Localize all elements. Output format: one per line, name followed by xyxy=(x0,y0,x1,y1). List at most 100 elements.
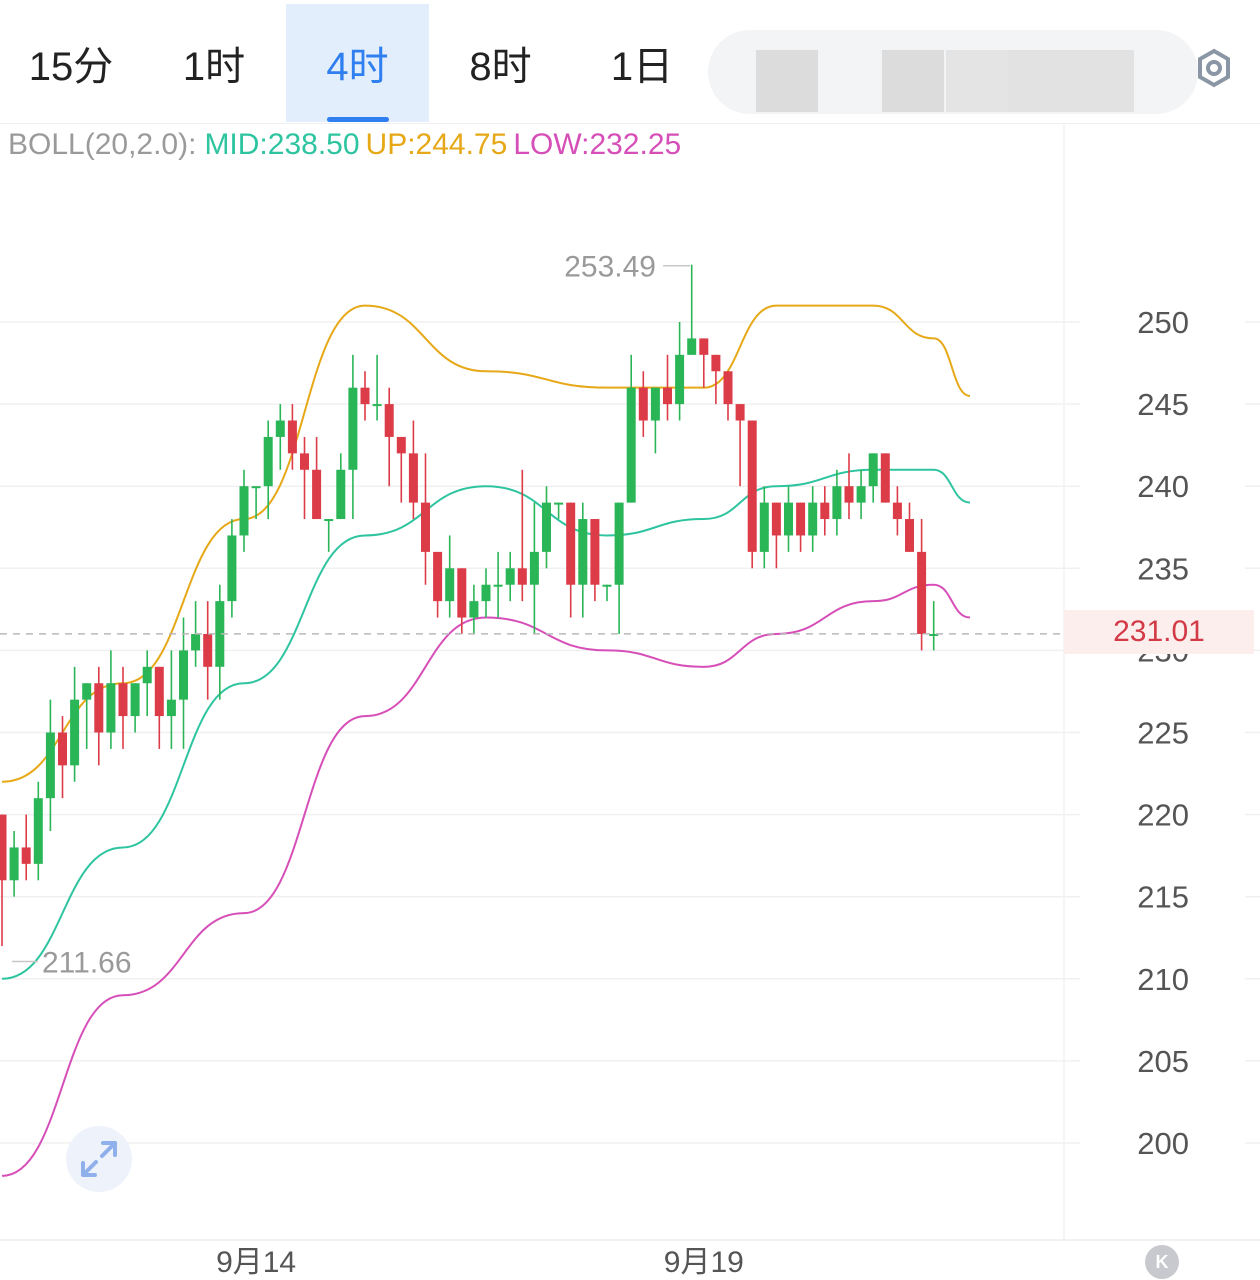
y-tick-label: 235 xyxy=(1137,551,1189,586)
candle-up xyxy=(372,404,382,407)
tab-8h[interactable]: 8时 xyxy=(469,45,532,89)
candle-down xyxy=(421,502,430,552)
y-tick-label: 205 xyxy=(1137,1044,1189,1079)
candle-down xyxy=(433,551,443,602)
candle-down xyxy=(384,404,394,437)
candle-up xyxy=(529,551,539,585)
boll-low-line xyxy=(1,583,971,1177)
candle-up xyxy=(554,502,564,505)
candle-up xyxy=(179,650,188,700)
tab-1d[interactable]: 1日 xyxy=(610,45,674,89)
candle-up xyxy=(687,338,697,355)
candle-down xyxy=(0,814,7,881)
candle-down xyxy=(917,551,927,634)
expand-arrows-icon[interactable] xyxy=(66,1126,132,1192)
boll-low-value: LOW:232.25 xyxy=(513,128,682,161)
tabbar-divider xyxy=(0,123,1260,124)
candle-down xyxy=(312,469,322,520)
x-tick-label: 9月19 xyxy=(664,1246,744,1279)
y-tick-label: 245 xyxy=(1137,387,1189,422)
candle-up xyxy=(445,568,455,602)
candle-up xyxy=(9,847,19,881)
y-tick-label: 215 xyxy=(1137,880,1189,915)
high-marker-label: 253.49 xyxy=(564,251,656,284)
candle-down xyxy=(58,732,67,766)
candle-up xyxy=(832,486,842,520)
candle-up xyxy=(239,486,249,536)
candle-up xyxy=(82,683,92,700)
candle-up xyxy=(650,387,660,421)
candle-up xyxy=(626,387,636,503)
candle-down xyxy=(771,502,781,536)
candle-up xyxy=(614,502,624,585)
candle-down xyxy=(300,453,309,470)
candle-up xyxy=(275,420,285,437)
candle-down xyxy=(590,519,600,585)
obscured-item xyxy=(946,50,1008,112)
candle-down xyxy=(21,847,31,864)
boll-mid-line xyxy=(1,468,971,980)
candle-up xyxy=(856,486,866,503)
y-tick-label: 240 xyxy=(1137,469,1189,504)
candle-up xyxy=(166,699,176,717)
candle-down xyxy=(638,387,648,421)
candle-up xyxy=(602,584,612,587)
candle-up xyxy=(929,633,939,636)
candle-up xyxy=(759,502,769,552)
boll-mid-value: MID:238.50 xyxy=(204,128,360,161)
boll-up-line xyxy=(1,304,971,783)
y-tick-label: 225 xyxy=(1137,716,1189,751)
candle-up xyxy=(263,436,273,487)
obscured-item xyxy=(882,50,944,112)
candle-down xyxy=(396,436,406,454)
candle-down xyxy=(735,404,745,421)
candle-up xyxy=(675,354,685,405)
candle-up xyxy=(542,502,551,552)
candle-up xyxy=(469,601,479,618)
candle-up xyxy=(493,584,503,587)
candle-down xyxy=(517,568,527,585)
candle-down xyxy=(360,387,370,405)
candle-down xyxy=(892,502,902,520)
candle-up xyxy=(251,486,261,489)
candle-down xyxy=(820,502,830,520)
candle-up xyxy=(70,699,80,766)
y-tick-label: 200 xyxy=(1137,1126,1189,1161)
candle-up xyxy=(784,502,793,536)
x-tick-label: 9月14 xyxy=(216,1246,296,1279)
boll-up-value: UP:244.75 xyxy=(365,128,508,161)
timeframe-tabbar: 15分 1时 4时 8时 1日 xyxy=(0,0,1260,124)
candle-up xyxy=(348,387,358,470)
candle-up xyxy=(106,683,116,733)
candle-down xyxy=(118,683,128,717)
gear-icon[interactable] xyxy=(1197,48,1231,88)
candle-up xyxy=(227,535,237,602)
candle-down xyxy=(408,453,418,503)
candle-down xyxy=(723,371,733,405)
candle-up xyxy=(130,683,140,717)
candle-up xyxy=(505,568,515,585)
candle-up xyxy=(33,798,43,864)
candle-up xyxy=(324,519,334,522)
candle-up xyxy=(578,519,588,585)
obscured-item xyxy=(756,50,818,112)
candle-down xyxy=(566,502,576,585)
candle-up xyxy=(142,666,152,684)
candle-down xyxy=(457,568,467,618)
tab-1h[interactable]: 1时 xyxy=(182,45,246,89)
low-marker-label: 211.66 xyxy=(42,947,132,980)
k-icon[interactable]: K xyxy=(1145,1245,1179,1279)
candle-down xyxy=(796,502,806,536)
candle-down xyxy=(699,338,709,355)
candle-down xyxy=(880,453,890,503)
tab-4h[interactable]: 4时 xyxy=(286,4,429,122)
candle-down xyxy=(94,683,104,733)
candle-up xyxy=(215,601,225,667)
candle-down xyxy=(663,387,672,405)
boll-indicator-legend: BOLL(20,2.0): MID:238.50 UP:244.75 LOW:232.… xyxy=(8,126,687,164)
candle-up xyxy=(336,469,346,520)
candle-down xyxy=(287,420,297,454)
tab-15min[interactable]: 15分 xyxy=(28,45,114,89)
candle-down xyxy=(747,420,757,552)
boll-name: BOLL(20,2.0): xyxy=(8,128,197,161)
